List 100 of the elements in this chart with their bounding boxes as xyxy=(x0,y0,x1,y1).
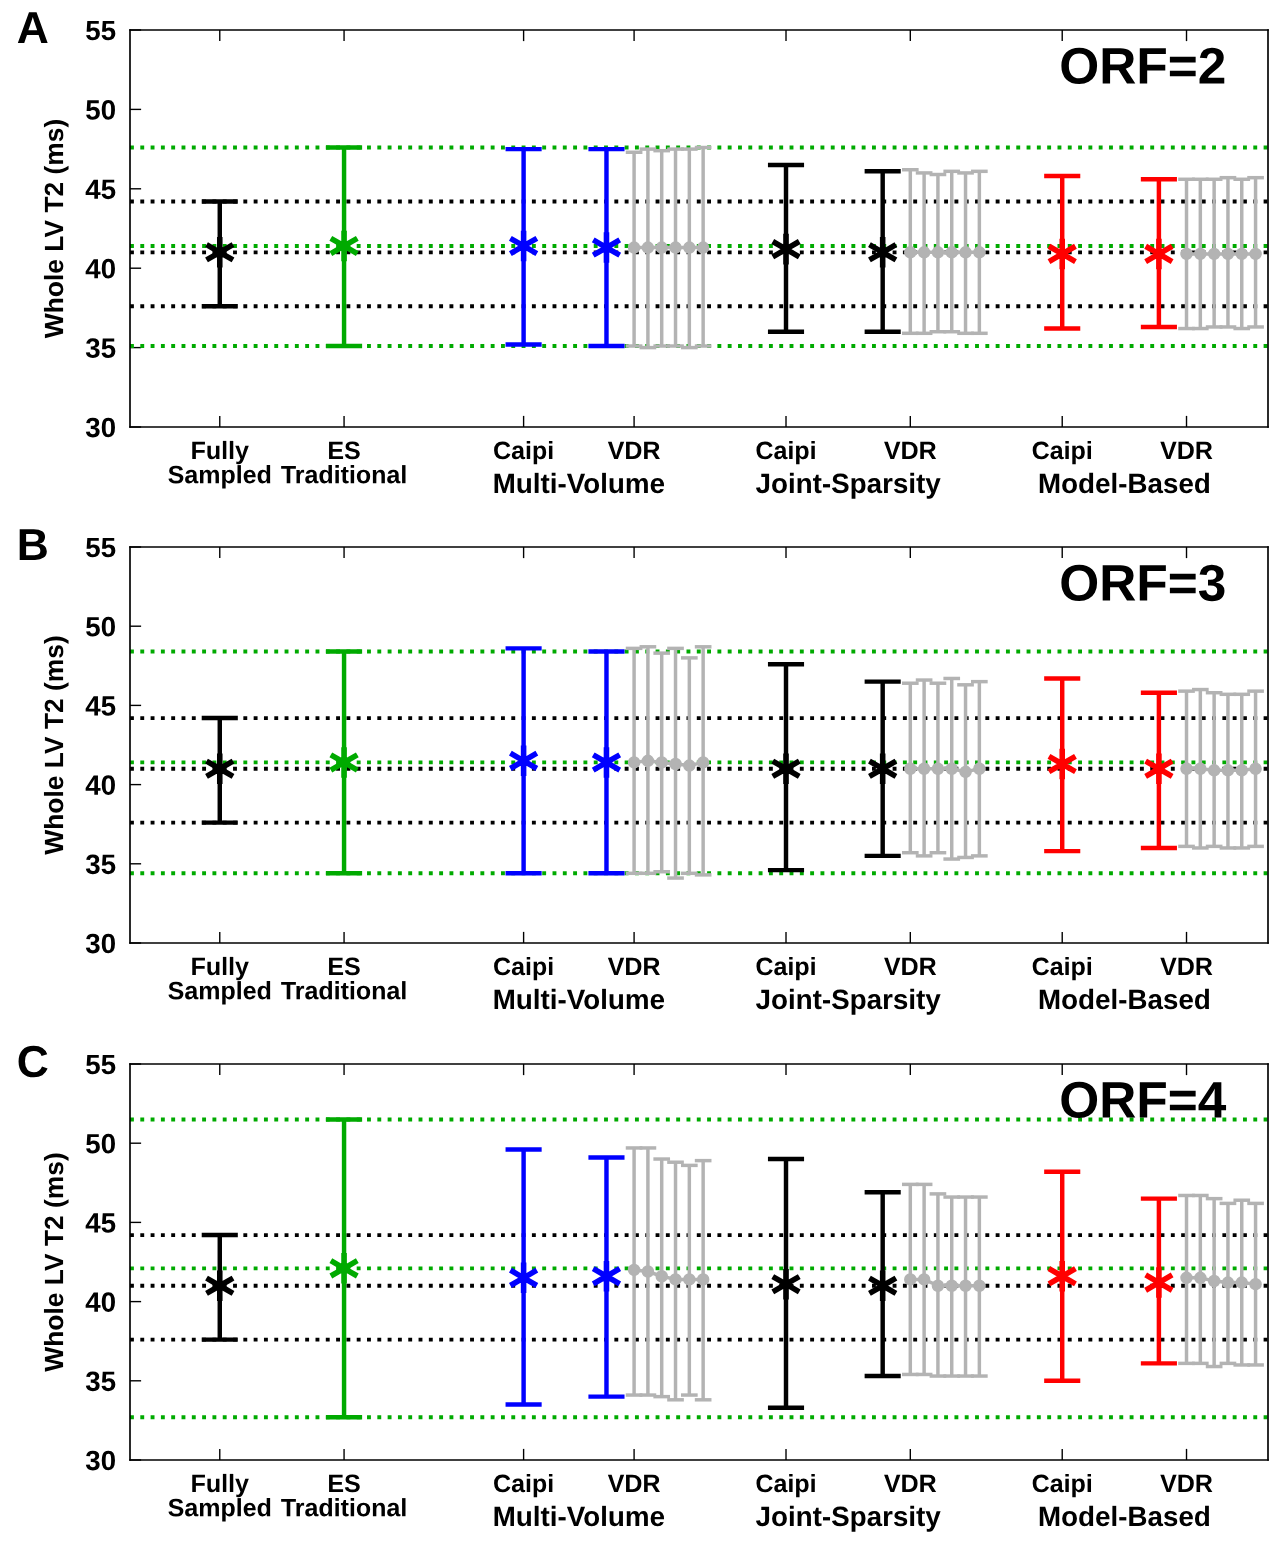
point xyxy=(1249,247,1262,261)
point xyxy=(945,762,958,776)
point xyxy=(696,1273,710,1286)
point xyxy=(1249,1277,1262,1291)
point xyxy=(1249,762,1262,776)
point xyxy=(1235,1276,1249,1289)
point xyxy=(641,241,655,254)
point xyxy=(641,1265,655,1278)
text: Joint-Sparsity xyxy=(755,472,941,499)
x-tick-label: Caipi xyxy=(494,956,553,981)
point xyxy=(917,246,931,259)
x-tick-label: Caipi xyxy=(1032,956,1092,981)
point xyxy=(917,762,931,776)
point xyxy=(641,754,655,768)
point xyxy=(1180,762,1193,776)
text: Multi-Volume xyxy=(494,1505,665,1527)
point xyxy=(931,1279,945,1293)
point xyxy=(931,762,945,776)
y-axis-title: Whole LV T2 (ms) xyxy=(43,1153,69,1372)
y-axis-title: Whole LV T2 (ms) xyxy=(43,636,69,855)
point xyxy=(683,759,696,772)
point xyxy=(945,1279,958,1293)
point xyxy=(655,1270,668,1283)
point xyxy=(959,765,972,779)
point xyxy=(627,241,641,254)
x-tick-label: ES Traditional xyxy=(281,1474,406,1517)
text: Joint-Sparsity xyxy=(755,1505,941,1532)
text: Model-Based xyxy=(1039,472,1209,494)
chart-title: B xyxy=(19,529,47,560)
x-tick-label: Caipi xyxy=(494,1473,553,1498)
point xyxy=(904,762,917,776)
x-tick-label: Caipi xyxy=(756,956,815,981)
x-tick-label: VDR xyxy=(884,1474,937,1493)
point xyxy=(973,762,986,776)
point xyxy=(917,1273,931,1286)
point xyxy=(959,246,972,259)
point xyxy=(655,241,668,254)
text: Joint-Sparsity xyxy=(755,988,941,1015)
chart-subtitle: ORF=2 xyxy=(1061,47,1225,85)
point xyxy=(945,246,958,259)
x-tick-label: VDR xyxy=(884,441,937,460)
point xyxy=(669,1273,682,1286)
point xyxy=(669,241,682,254)
point xyxy=(1207,247,1221,261)
point xyxy=(1180,1271,1193,1285)
point xyxy=(1194,247,1207,261)
x-tick-label: Caipi xyxy=(1032,1473,1092,1498)
x-tick-label: ES Traditional xyxy=(281,441,406,484)
point xyxy=(627,1263,641,1277)
y-axis-title: Whole LV T2 (ms) xyxy=(43,120,69,339)
point xyxy=(931,246,945,259)
point xyxy=(1194,762,1207,776)
y-tick-label: 50 xyxy=(86,616,115,637)
x-tick-label: VDR xyxy=(884,957,937,976)
x-tick-label: VDR xyxy=(1160,957,1213,976)
x-tick-label: VDR xyxy=(1160,1474,1213,1493)
point xyxy=(1207,1274,1221,1288)
x-tick-label: Caipi xyxy=(756,1473,815,1498)
point xyxy=(683,1273,696,1286)
point xyxy=(669,757,682,771)
text: Model-Based xyxy=(1039,1505,1209,1527)
point xyxy=(904,1273,917,1286)
y-tick-label: 45 xyxy=(85,696,116,716)
y-tick-label: 40 xyxy=(85,1292,115,1312)
y-tick-label: 40 xyxy=(85,775,115,795)
y-tick-label: 35 xyxy=(85,1371,116,1392)
x-tick-label: VDR xyxy=(1160,441,1213,460)
x-tick-label: Caipi xyxy=(1032,440,1092,465)
point xyxy=(973,246,986,259)
x-tick-label: Fully Sampled xyxy=(168,956,271,1005)
text: Model-Based xyxy=(1039,988,1209,1010)
y-tick-label: 30 xyxy=(85,1450,115,1471)
chart-title: C xyxy=(18,1045,48,1078)
chart-subtitle: ORF=3 xyxy=(1061,564,1225,602)
y-tick-label: 30 xyxy=(85,933,115,954)
y-tick-label: 55 xyxy=(86,1054,116,1075)
y-tick-label: 50 xyxy=(86,100,115,120)
point xyxy=(1235,247,1249,261)
text: Multi-Volume xyxy=(494,472,665,494)
y-tick-label: 30 xyxy=(85,417,115,438)
point xyxy=(627,756,641,769)
x-tick-label: Fully Sampled xyxy=(168,440,271,489)
point xyxy=(683,241,696,254)
y-tick-label: 35 xyxy=(85,338,116,358)
point xyxy=(1180,247,1193,261)
point xyxy=(696,756,710,769)
y-tick-label: 50 xyxy=(86,1133,115,1154)
point xyxy=(973,1279,986,1293)
point xyxy=(904,246,917,259)
chart-subtitle: ORF=4 xyxy=(1061,1081,1227,1119)
y-tick-label: 35 xyxy=(85,854,116,875)
y-tick-label: 45 xyxy=(85,1213,116,1233)
y-tick-label: 55 xyxy=(86,20,116,41)
x-tick-label: VDR xyxy=(607,1474,660,1493)
point xyxy=(1221,247,1235,261)
y-tick-label: 40 xyxy=(85,258,115,279)
x-tick-label: ES Traditional xyxy=(281,957,406,1000)
chart-title: A xyxy=(17,12,48,43)
point xyxy=(1235,764,1249,777)
point xyxy=(655,756,668,769)
